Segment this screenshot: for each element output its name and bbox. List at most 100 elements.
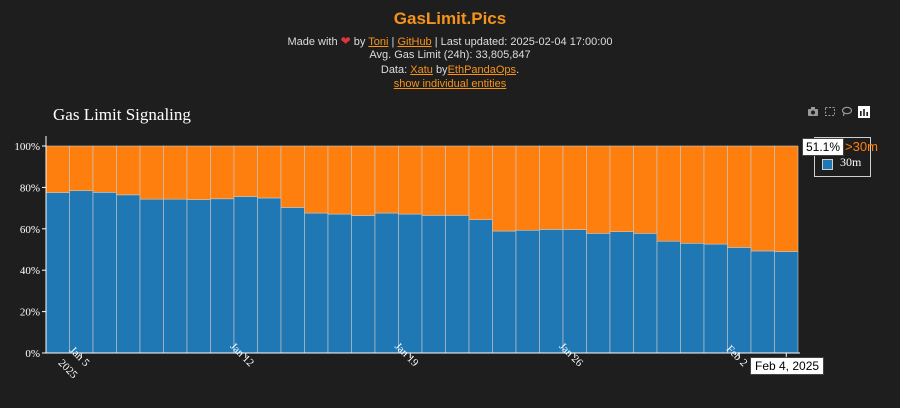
bar-gt30m[interactable] — [69, 145, 94, 192]
bar-30m[interactable] — [327, 213, 352, 354]
legend-label-30m[interactable]: 30m — [840, 155, 862, 169]
bar-30m[interactable] — [609, 231, 634, 354]
bar-gt30m[interactable] — [727, 145, 752, 248]
plotly-logo-icon[interactable] — [857, 106, 870, 118]
bar-gt30m[interactable] — [45, 145, 70, 193]
legend-swatch-30m[interactable] — [822, 159, 833, 170]
bar-30m[interactable] — [186, 199, 211, 354]
bar-gt30m[interactable] — [609, 145, 634, 232]
bar-30m[interactable] — [398, 213, 423, 354]
credits-line: Made with ❤ by Toni | GitHub | Last upda… — [0, 34, 900, 48]
bar-gt30m[interactable] — [680, 145, 705, 244]
bar-30m[interactable] — [680, 242, 705, 354]
data-source-line: Data: Xatu byEthPandaOps. — [0, 64, 900, 76]
data-by-text: by — [435, 64, 448, 76]
bar-30m[interactable] — [92, 192, 117, 354]
y-tick-label: 60% — [20, 224, 40, 236]
bar-30m[interactable] — [233, 196, 258, 354]
bar-gt30m[interactable] — [656, 145, 681, 242]
bar-gt30m[interactable] — [351, 145, 376, 216]
bar-gt30m[interactable] — [92, 145, 117, 193]
bar-gt30m[interactable] — [163, 145, 188, 200]
bar-gt30m[interactable] — [515, 145, 540, 231]
bar-30m[interactable] — [586, 233, 611, 354]
ethpandaops-link[interactable]: EthPandaOps — [447, 64, 517, 76]
bar-gt30m[interactable] — [257, 145, 282, 199]
bar-gt30m[interactable] — [750, 145, 775, 252]
show-entities-line: show individual entities — [0, 78, 900, 90]
y-tick-label: 20% — [20, 307, 40, 319]
bar-30m[interactable] — [139, 198, 164, 354]
site-title[interactable]: GasLimit.Pics — [393, 9, 507, 28]
made-with-text: Made with — [287, 36, 338, 48]
bar-gt30m[interactable] — [374, 145, 399, 214]
y-tick-label: 0% — [25, 348, 40, 360]
bar-30m[interactable] — [116, 194, 141, 354]
author-link[interactable]: Toni — [368, 36, 389, 48]
bar-30m[interactable] — [468, 219, 493, 354]
avg-gas-line: Avg. Gas Limit (24h): 33,805,847 — [369, 49, 531, 61]
bar-gt30m[interactable] — [492, 145, 517, 232]
camera-icon[interactable] — [806, 106, 819, 118]
bar-gt30m[interactable] — [562, 145, 587, 230]
chart-modebar — [806, 106, 870, 118]
bar-30m[interactable] — [515, 229, 540, 354]
bar-30m[interactable] — [421, 215, 446, 354]
bar-gt30m[interactable] — [233, 145, 258, 197]
bar-gt30m[interactable] — [539, 145, 564, 230]
bar-gt30m[interactable] — [116, 145, 141, 196]
hover-value-label: 51.1% >30m — [802, 138, 878, 156]
bar-30m[interactable] — [45, 192, 70, 354]
bar-30m[interactable] — [727, 247, 752, 354]
bar-30m[interactable] — [210, 198, 235, 354]
bar-gt30m[interactable] — [210, 145, 235, 200]
y-tick-label: 80% — [20, 182, 40, 194]
last-updated-text: | Last updated: 2025-02-04 17:00:00 — [434, 36, 613, 48]
bar-gt30m[interactable] — [398, 145, 423, 215]
bar-gt30m[interactable] — [445, 145, 470, 216]
heart-icon: ❤ — [340, 34, 351, 48]
box-select-icon[interactable] — [823, 106, 836, 118]
y-tick-label: 100% — [14, 141, 40, 153]
bar-30m[interactable] — [69, 190, 94, 354]
lasso-icon[interactable] — [840, 106, 853, 118]
bar-gt30m[interactable] — [280, 145, 305, 208]
legend-label-gt30m[interactable]: >30m — [845, 139, 878, 154]
bar-gt30m[interactable] — [421, 145, 446, 216]
data-label: Data: — [380, 64, 408, 76]
bar-30m[interactable] — [492, 230, 517, 354]
separator: | — [391, 36, 395, 48]
bar-gt30m[interactable] — [703, 145, 728, 245]
bar-30m[interactable] — [257, 197, 282, 354]
bar-gt30m[interactable] — [327, 145, 352, 215]
chart-title: Gas Limit Signaling — [53, 105, 191, 124]
bar-gt30m[interactable] — [633, 145, 658, 234]
bar-gt30m[interactable] — [774, 145, 799, 252]
y-tick-label: 40% — [20, 265, 40, 277]
github-link[interactable]: GitHub — [397, 36, 432, 48]
bar-30m[interactable] — [539, 229, 564, 354]
bar-30m[interactable] — [750, 250, 775, 354]
bar-gt30m[interactable] — [304, 145, 329, 214]
bar-30m[interactable] — [280, 207, 305, 354]
bar-30m[interactable] — [351, 215, 376, 354]
hover-date-label: Feb 4, 2025 — [750, 357, 825, 375]
bar-30m[interactable] — [163, 198, 188, 354]
bar-30m[interactable] — [633, 233, 658, 354]
bar-30m[interactable] — [445, 215, 470, 354]
by-text: by — [353, 36, 366, 48]
bar-30m[interactable] — [374, 212, 399, 354]
bar-gt30m[interactable] — [586, 145, 611, 234]
bar-30m[interactable] — [774, 251, 799, 354]
bar-gt30m[interactable] — [139, 145, 164, 200]
bar-30m[interactable] — [703, 243, 728, 354]
data-end: . — [516, 64, 520, 76]
xatu-link[interactable]: Xatu — [410, 64, 433, 76]
bar-30m[interactable] — [562, 229, 587, 354]
bar-30m[interactable] — [304, 212, 329, 354]
bar-gt30m[interactable] — [468, 145, 493, 220]
bar-gt30m[interactable] — [186, 145, 211, 200]
show-entities-link[interactable]: show individual entities — [393, 78, 507, 90]
bar-30m[interactable] — [656, 240, 681, 354]
